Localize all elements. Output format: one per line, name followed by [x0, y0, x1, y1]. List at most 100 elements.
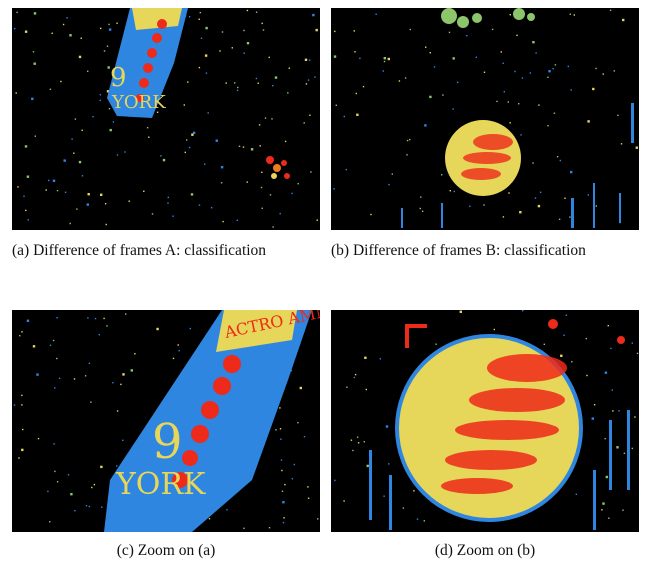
noise-dot: [243, 527, 245, 529]
noise-dot: [592, 87, 595, 91]
noise-dot: [593, 404, 596, 406]
noise-dot: [312, 13, 315, 17]
noise-dot: [112, 121, 115, 123]
noise-dot: [573, 14, 575, 16]
noise-dot: [108, 108, 111, 110]
noise-dot: [449, 190, 451, 192]
noise-dot: [90, 401, 92, 403]
noise-dot: [148, 136, 150, 138]
noise-dot: [413, 490, 415, 492]
noise-dot: [243, 29, 245, 32]
noise-dot: [205, 72, 208, 74]
noise-dot: [520, 134, 522, 136]
noise-dot: [116, 154, 119, 156]
ball-b-red-texture: [461, 134, 513, 180]
noise-dot: [409, 138, 411, 141]
noise-dot: [305, 83, 308, 85]
noise-dot: [290, 370, 292, 372]
noise-dot: [565, 314, 567, 316]
noise-dot: [116, 465, 118, 467]
vertical-streaks-d: [369, 410, 630, 530]
noise-dot: [261, 171, 263, 173]
noise-dot: [634, 416, 636, 418]
noise-dot: [272, 85, 274, 87]
noise-dot: [255, 11, 258, 13]
noise-dot: [146, 127, 149, 129]
noise-dot: [80, 37, 82, 39]
noise-dot: [87, 317, 89, 319]
noise-dot: [354, 373, 357, 376]
noise-dot: [188, 146, 191, 149]
small-cluster-a: [266, 156, 290, 179]
noise-dot: [23, 195, 25, 197]
noise-dot: [49, 521, 51, 523]
noise-dot: [308, 59, 311, 61]
noise-dot: [314, 76, 316, 78]
noise-dot: [279, 212, 281, 215]
red-spots-c: [172, 355, 241, 488]
noise-dot: [333, 55, 337, 58]
noise-dot: [172, 357, 175, 360]
noise-dot: [243, 52, 245, 54]
noise-dot: [391, 173, 393, 175]
noise-dot: [317, 518, 319, 520]
noise-dot: [37, 437, 40, 440]
noise-dot: [122, 373, 125, 376]
noise-dot: [315, 28, 318, 32]
noise-dot: [25, 209, 27, 212]
noise-dot: [334, 30, 336, 33]
noise-dot: [260, 186, 263, 189]
noise-dot: [60, 80, 62, 83]
red-spots-a: [136, 19, 167, 102]
number-text-a: 9: [110, 63, 127, 93]
noise-dot: [560, 354, 563, 357]
noise-dot: [519, 211, 522, 214]
caption-d: (d) Zoom on (b): [434, 542, 536, 559]
noise-dot: [73, 378, 76, 380]
noise-dot: [366, 464, 369, 468]
noise-dot: [48, 179, 50, 182]
noise-dot: [94, 317, 97, 320]
noise-dot: [49, 88, 52, 90]
noise-dot: [508, 192, 510, 194]
noise-dot: [279, 407, 281, 409]
panel-d-image: [331, 310, 639, 532]
noise-dot: [359, 57, 361, 59]
noise-dot: [570, 170, 573, 174]
noise-dot: [242, 146, 245, 148]
noise-dot: [363, 441, 365, 443]
noise-dot: [21, 394, 23, 397]
noise-dot: [85, 505, 88, 507]
noise-dot: [24, 30, 28, 33]
noise-dot: [419, 207, 421, 210]
noise-dot: [532, 162, 534, 164]
panel-b-image: [331, 8, 639, 230]
noise-dot: [452, 108, 454, 110]
noise-dot: [548, 70, 551, 73]
noise-dot: [188, 16, 191, 18]
noise-dot: [575, 493, 577, 495]
noise-dot: [143, 190, 145, 192]
noise-dot: [219, 50, 221, 52]
noise-dot: [100, 193, 103, 196]
noise-dot: [47, 490, 49, 493]
noise-dot: [84, 375, 87, 377]
noise-dot: [291, 192, 293, 195]
noise-dot: [246, 181, 248, 183]
noise-dot: [70, 493, 73, 496]
noise-dot: [307, 486, 309, 488]
noise-dot: [56, 481, 59, 483]
noise-dot: [198, 204, 201, 206]
noise-dot: [271, 118, 273, 120]
noise-dot: [516, 34, 518, 37]
noise-dot: [98, 334, 100, 336]
noise-dot: [52, 339, 55, 342]
noise-dot: [518, 103, 520, 105]
noise-dot: [246, 42, 250, 45]
noise-dot: [187, 81, 189, 83]
noise-dot: [297, 183, 299, 185]
noise-dot: [106, 45, 109, 47]
noise-dot: [87, 70, 89, 72]
noise-dot: [543, 343, 545, 345]
noise-dot: [178, 350, 180, 352]
